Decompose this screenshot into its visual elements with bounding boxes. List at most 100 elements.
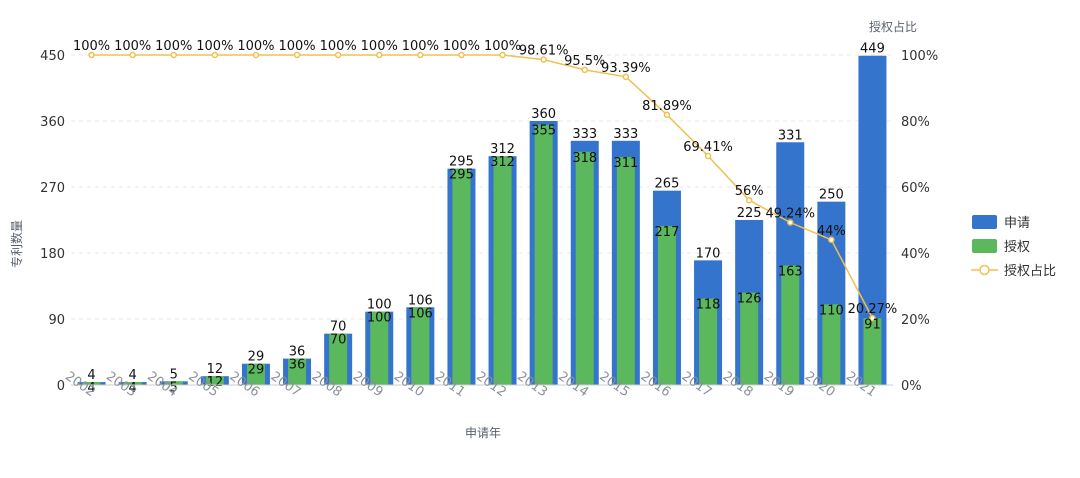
data-label-apply: 250 <box>819 188 844 203</box>
data-label-apply: 333 <box>572 127 597 142</box>
data-label-grant: 163 <box>778 264 803 279</box>
ratio-point <box>334 51 342 59</box>
y2-axis-title: 授权占比 <box>869 19 917 34</box>
data-label-apply: 36 <box>289 345 306 360</box>
data-label-grant: 355 <box>531 124 556 139</box>
data-label-apply: 333 <box>613 127 638 142</box>
bar-grant <box>246 363 265 385</box>
data-label-apply: 170 <box>696 246 721 261</box>
data-label-apply: 295 <box>449 155 474 170</box>
data-label-grant: 217 <box>655 225 680 240</box>
data-label-grant: 70 <box>330 333 347 348</box>
ratio-point <box>869 314 876 322</box>
bar-grant <box>452 168 471 385</box>
y-tick-label: 180 <box>40 247 65 262</box>
data-label-ratio: 100% <box>320 39 357 54</box>
ratio-point <box>376 51 383 59</box>
data-label-ratio: 100% <box>155 39 192 54</box>
y2-tick-label: 80% <box>901 115 930 130</box>
data-label-apply: 225 <box>737 206 762 221</box>
data-label-apply: 106 <box>408 293 433 308</box>
legend-swatch-grant <box>972 239 997 253</box>
y-tick-label: 90 <box>48 313 65 328</box>
y2-tick-label: 100% <box>901 49 938 64</box>
y2-tick-label: 60% <box>901 181 930 196</box>
data-label-apply: 29 <box>248 350 265 365</box>
legend-label-ratio: 授权占比 <box>1004 263 1056 279</box>
data-label-grant: 311 <box>613 156 638 171</box>
y-axis-title: 专利数量 <box>9 220 24 268</box>
data-label-ratio: 100% <box>361 39 398 54</box>
ratio-point <box>499 51 506 59</box>
ratio-point <box>170 51 177 59</box>
y2-tick-label: 0% <box>901 379 922 394</box>
bar-grant <box>616 156 635 385</box>
data-label-ratio: 100% <box>443 39 480 54</box>
data-label-ratio: 81.89% <box>642 99 692 114</box>
ratio-polyline <box>91 54 874 319</box>
bar-grant <box>164 381 183 385</box>
legend-item-grant[interactable]: 授权 <box>972 239 1030 255</box>
bar-grant <box>863 318 882 385</box>
data-label-apply: 360 <box>531 107 556 122</box>
ratio-point <box>293 51 301 59</box>
data-label-grant: 5 <box>170 380 178 395</box>
bar-grant <box>411 307 430 385</box>
data-label-apply: 4 <box>129 368 137 383</box>
data-label-ratio: 100% <box>237 39 274 54</box>
legend-item-ratio[interactable]: 授权占比 <box>971 263 1056 279</box>
ratio-point <box>663 111 671 119</box>
ratio-point <box>88 51 95 59</box>
data-label-apply: 4 <box>87 368 95 383</box>
data-label-ratio: 20.27% <box>848 302 898 317</box>
data-label-grant: 4 <box>129 381 137 396</box>
bar-grant <box>205 376 224 385</box>
ratio-point <box>540 56 547 63</box>
ratio-point <box>417 51 424 59</box>
ratio-point <box>129 51 136 59</box>
data-label-grant: 91 <box>864 317 881 332</box>
data-label-ratio: 100% <box>114 39 151 54</box>
data-label-apply: 331 <box>778 128 803 143</box>
data-label-apply: 5 <box>170 367 178 382</box>
data-label-apply: 265 <box>655 177 680 192</box>
ratio-point <box>704 152 712 160</box>
legend-item-apply[interactable]: 申请 <box>972 215 1030 231</box>
data-label-ratio: 95.5% <box>564 54 605 69</box>
data-label-grant: 295 <box>449 168 474 183</box>
bars <box>77 55 887 386</box>
data-label-grant: 126 <box>737 292 762 307</box>
data-label-grant: 118 <box>696 297 721 312</box>
y2-tick-label: 40% <box>901 247 930 262</box>
ratio-point <box>581 66 588 74</box>
data-label-ratio: 49.24% <box>765 207 815 222</box>
y-tick-label: 270 <box>40 181 65 196</box>
y-tick-label: 360 <box>40 115 65 130</box>
bar-grant <box>123 382 142 385</box>
bar-grant <box>781 265 800 385</box>
data-label-ratio: 100% <box>73 39 110 54</box>
data-label-ratio: 100% <box>278 39 315 54</box>
bar-grant <box>329 333 348 385</box>
ratio-point <box>745 196 753 204</box>
data-label-ratio: 98.61% <box>519 44 569 59</box>
data-label-grant: 110 <box>819 303 844 318</box>
data-label-ratio: 56% <box>735 184 764 199</box>
ratio-point <box>787 219 794 226</box>
ratio-line <box>88 51 876 322</box>
data-label-grant: 318 <box>572 151 597 166</box>
ratio-point <box>828 236 835 244</box>
ratio-point <box>458 51 465 59</box>
data-label-ratio: 100% <box>196 39 233 54</box>
legend: 申请 授权 授权占比 <box>971 215 1056 279</box>
data-labels: 4444551212292936367070100100106106295295… <box>73 39 897 396</box>
bar-grant <box>822 304 841 385</box>
bar-grant <box>493 156 512 385</box>
data-label-grant: 106 <box>408 306 433 321</box>
bar-grant <box>370 311 389 385</box>
data-label-ratio: 69.41% <box>683 140 733 155</box>
bar-grant <box>288 358 307 385</box>
legend-label-grant: 授权 <box>1004 239 1030 255</box>
data-label-apply: 70 <box>330 320 347 335</box>
